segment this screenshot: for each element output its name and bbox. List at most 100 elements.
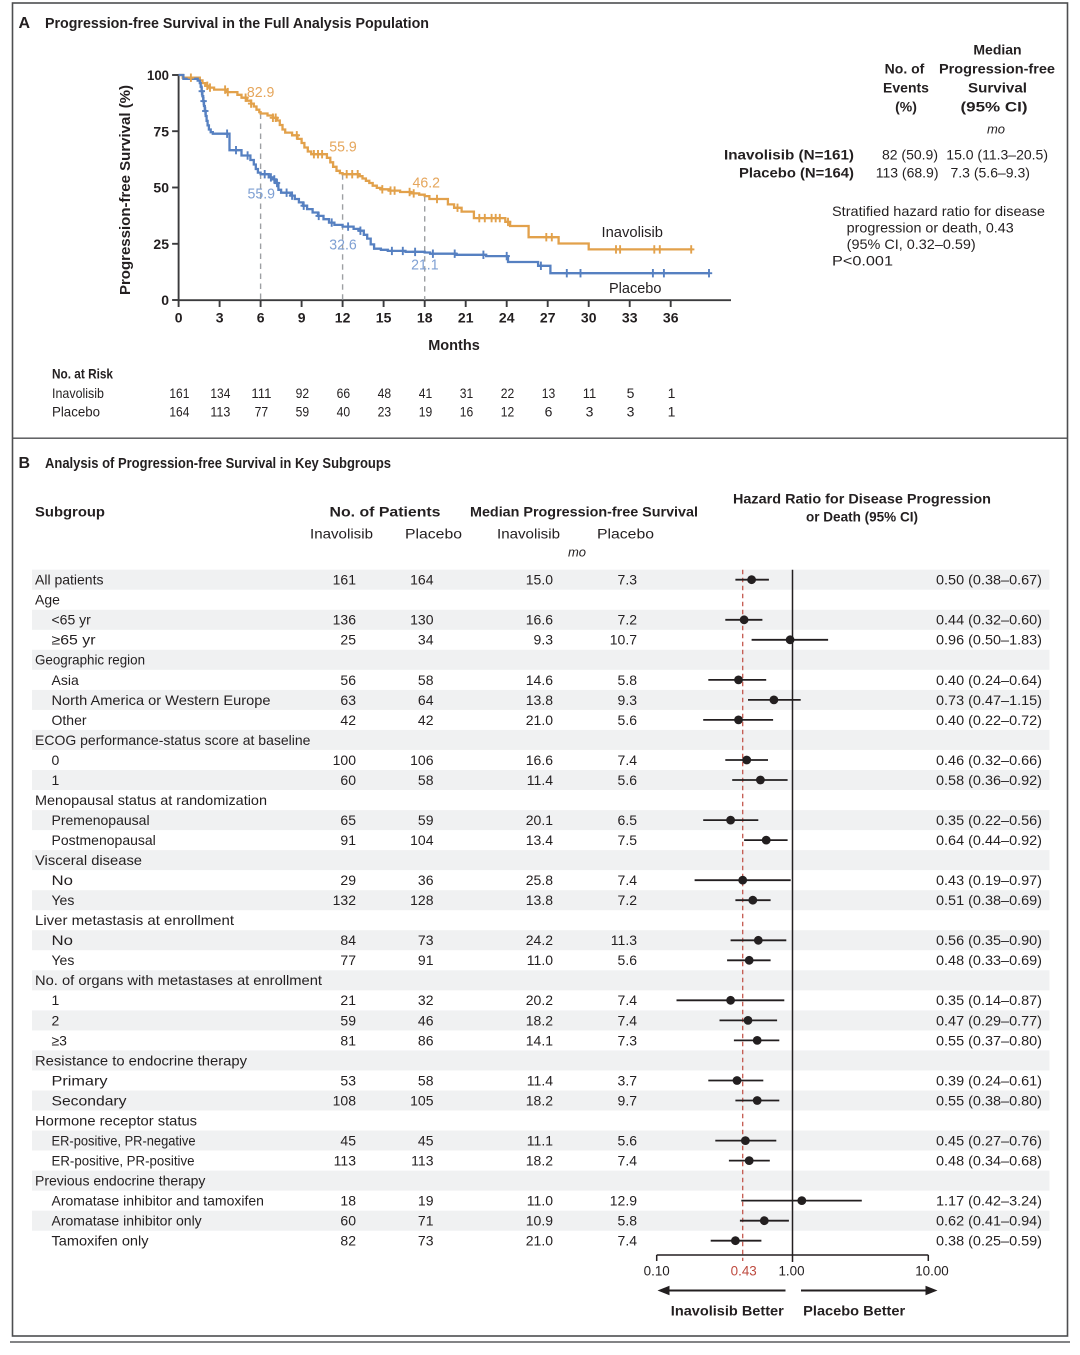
svg-text:14.6: 14.6 — [526, 672, 553, 688]
svg-text:0.40 (0.22–0.72): 0.40 (0.22–0.72) — [936, 712, 1042, 728]
svg-text:24: 24 — [499, 310, 515, 326]
svg-text:Yes: Yes — [52, 892, 75, 908]
svg-text:11.3: 11.3 — [611, 932, 637, 948]
svg-text:31: 31 — [460, 385, 474, 401]
svg-text:66: 66 — [337, 385, 351, 401]
svg-text:0.51 (0.38–0.69): 0.51 (0.38–0.69) — [936, 892, 1042, 908]
svg-text:Hormone receptor status: Hormone receptor status — [35, 1112, 197, 1128]
svg-text:164: 164 — [410, 572, 434, 588]
svg-text:21: 21 — [340, 992, 356, 1008]
svg-text:36: 36 — [418, 872, 434, 888]
svg-text:132: 132 — [333, 892, 357, 908]
svg-text:113: 113 — [411, 1153, 434, 1169]
svg-text:82 (50.9): 82 (50.9) — [882, 147, 938, 163]
svg-text:Progression-free Survival in t: Progression-free Survival in the Full An… — [45, 15, 429, 32]
svg-text:No. of: No. of — [885, 61, 925, 77]
svg-text:10.00: 10.00 — [915, 1264, 949, 1279]
svg-text:Aromatase inhibitor only: Aromatase inhibitor only — [52, 1213, 202, 1229]
svg-text:7.4: 7.4 — [618, 1153, 638, 1169]
svg-text:16.6: 16.6 — [526, 612, 553, 628]
svg-text:Previous endocrine therapy: Previous endocrine therapy — [35, 1173, 205, 1189]
svg-text:9.3: 9.3 — [534, 632, 554, 648]
svg-text:0.96 (0.50–1.83): 0.96 (0.50–1.83) — [936, 632, 1042, 648]
svg-text:Liver metastasis at enrollment: Liver metastasis at enrollment — [35, 912, 234, 928]
svg-text:Median: Median — [973, 42, 1021, 58]
svg-text:27: 27 — [540, 310, 556, 326]
svg-text:21.0: 21.0 — [526, 1233, 553, 1249]
svg-text:0: 0 — [175, 310, 183, 326]
svg-text:64: 64 — [418, 692, 434, 708]
svg-text:Placebo: Placebo — [52, 403, 100, 419]
svg-text:Placebo Better: Placebo Better — [803, 1303, 906, 1319]
svg-text:Asia: Asia — [52, 672, 79, 688]
svg-text:0.47 (0.29–0.77): 0.47 (0.29–0.77) — [936, 1012, 1042, 1028]
svg-text:0.43 (0.19–0.97): 0.43 (0.19–0.97) — [936, 872, 1042, 888]
svg-text:77: 77 — [340, 952, 356, 968]
svg-text:(95% CI, 0.32–0.59): (95% CI, 0.32–0.59) — [847, 236, 976, 252]
svg-text:29: 29 — [340, 872, 356, 888]
svg-text:0.48 (0.33–0.69): 0.48 (0.33–0.69) — [936, 952, 1042, 968]
svg-text:≥3: ≥3 — [52, 1032, 68, 1048]
svg-text:Events: Events — [883, 80, 929, 96]
svg-text:5.8: 5.8 — [618, 672, 638, 688]
svg-text:Visceral disease: Visceral disease — [35, 852, 142, 868]
svg-text:Inavolisib Better: Inavolisib Better — [671, 1303, 785, 1319]
svg-text:25.8: 25.8 — [526, 872, 553, 888]
svg-text:Premenopausal: Premenopausal — [52, 812, 150, 828]
svg-text:7.3 (5.6–9.3): 7.3 (5.6–9.3) — [951, 165, 1030, 181]
svg-text:Hazard Ratio for Disease Progr: Hazard Ratio for Disease Progression — [733, 491, 991, 507]
svg-text:45: 45 — [340, 1133, 356, 1149]
svg-text:59: 59 — [340, 1012, 356, 1028]
svg-text:Tamoxifen only: Tamoxifen only — [52, 1233, 149, 1249]
svg-text:Inavolisib: Inavolisib — [497, 526, 560, 542]
svg-text:10.9: 10.9 — [526, 1213, 553, 1229]
svg-text:0.64 (0.44–0.92): 0.64 (0.44–0.92) — [936, 832, 1042, 848]
svg-text:45: 45 — [418, 1133, 434, 1149]
svg-text:Inavolisib: Inavolisib — [310, 526, 373, 542]
svg-text:<65 yr: <65 yr — [52, 612, 92, 628]
svg-text:No: No — [52, 872, 74, 888]
svg-text:or Death (95% CI): or Death (95% CI) — [806, 509, 918, 525]
svg-text:1: 1 — [52, 992, 60, 1008]
svg-text:0.45 (0.27–0.76): 0.45 (0.27–0.76) — [936, 1133, 1042, 1149]
svg-text:Age: Age — [35, 592, 60, 608]
svg-text:18.2: 18.2 — [526, 1012, 553, 1028]
svg-text:Geographic region: Geographic region — [35, 652, 145, 668]
svg-text:A: A — [19, 15, 31, 32]
svg-text:16.6: 16.6 — [526, 752, 553, 768]
svg-text:5.6: 5.6 — [618, 952, 638, 968]
svg-text:13.4: 13.4 — [526, 832, 553, 848]
svg-text:20.2: 20.2 — [526, 992, 553, 1008]
svg-text:7.2: 7.2 — [618, 612, 638, 628]
svg-text:7.4: 7.4 — [618, 992, 638, 1008]
svg-text:9.3: 9.3 — [618, 692, 638, 708]
svg-text:0.35 (0.22–0.56): 0.35 (0.22–0.56) — [936, 812, 1042, 828]
svg-text:1: 1 — [668, 385, 676, 401]
svg-text:48: 48 — [378, 385, 392, 401]
svg-text:6: 6 — [257, 310, 265, 326]
svg-text:20.1: 20.1 — [526, 812, 553, 828]
svg-text:21: 21 — [458, 310, 474, 326]
svg-text:21.0: 21.0 — [526, 712, 553, 728]
svg-text:1.00: 1.00 — [778, 1264, 804, 1279]
svg-text:161: 161 — [333, 572, 357, 588]
svg-text:73: 73 — [418, 1233, 434, 1249]
svg-text:5: 5 — [627, 385, 635, 401]
svg-text:Menopausal status at randomiza: Menopausal status at randomization — [35, 792, 267, 808]
svg-text:75: 75 — [153, 123, 169, 139]
svg-text:59: 59 — [418, 812, 434, 828]
svg-text:Secondary: Secondary — [52, 1092, 127, 1108]
svg-text:55.9: 55.9 — [329, 139, 357, 156]
svg-text:0: 0 — [52, 752, 60, 768]
svg-text:56: 56 — [340, 672, 356, 688]
svg-text:19: 19 — [418, 1193, 434, 1209]
svg-text:91: 91 — [340, 832, 356, 848]
svg-text:21.1: 21.1 — [411, 257, 439, 274]
svg-text:134: 134 — [210, 385, 230, 401]
svg-text:7.4: 7.4 — [618, 1012, 638, 1028]
svg-text:161: 161 — [169, 385, 189, 401]
svg-text:No. at Risk: No. at Risk — [52, 366, 113, 382]
svg-text:18.2: 18.2 — [526, 1092, 553, 1108]
svg-text:5.6: 5.6 — [618, 772, 638, 788]
svg-text:113: 113 — [334, 1153, 357, 1169]
